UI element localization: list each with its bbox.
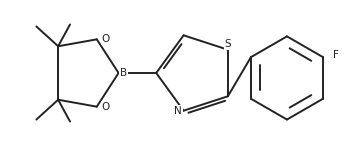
Text: O: O: [101, 34, 110, 44]
Text: F: F: [333, 50, 339, 60]
Text: S: S: [225, 39, 231, 49]
Text: O: O: [101, 102, 110, 112]
Text: B: B: [120, 68, 127, 78]
Text: N: N: [174, 106, 182, 116]
